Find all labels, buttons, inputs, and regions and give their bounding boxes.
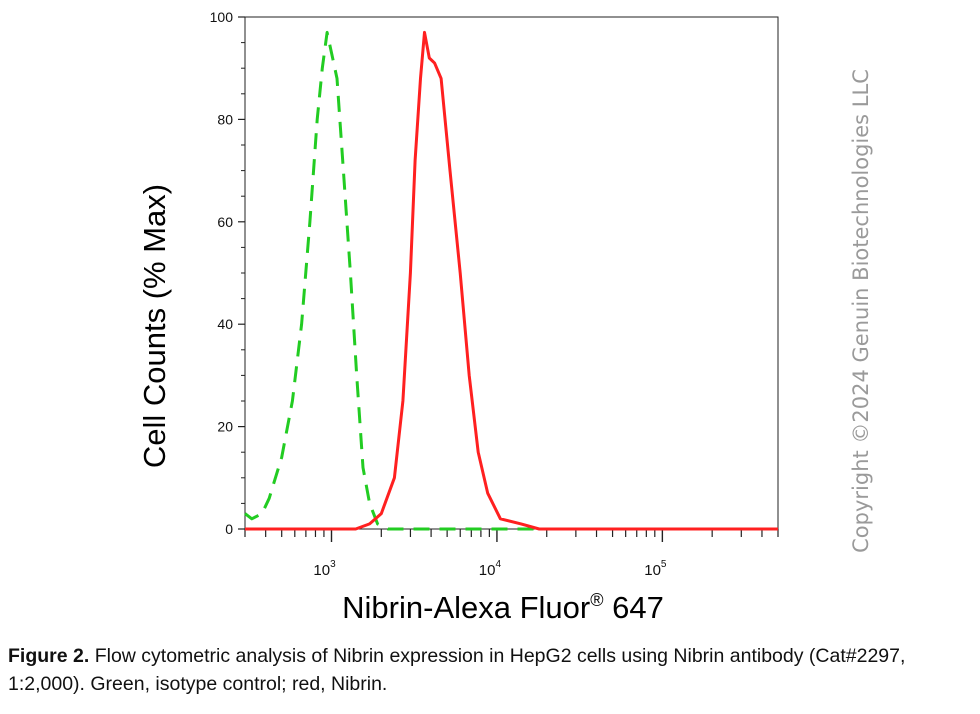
isotype-control-curve [244, 30, 778, 531]
plot-border [244, 16, 779, 530]
x-tick-label: 105 [644, 559, 667, 579]
y-tick-label: 80 [217, 111, 233, 127]
x-axis-title-main: Nibrin-Alexa Fluor [342, 590, 590, 625]
copyright-watermark: Copyright ©2024 Genuin Biotechnologies L… [849, 69, 873, 553]
x-axis-title: Nibrin-Alexa Fluor® 647 [342, 590, 664, 625]
y-tick-label: 100 [210, 9, 234, 25]
x-axis-title-superscript: ® [590, 590, 603, 610]
y-axis-ticks: 0 20 40 60 80 100 [210, 9, 245, 537]
x-tick-label: 103 [313, 559, 336, 579]
x-axis-ticks: 103 104 105 [244, 529, 779, 579]
x-axis-title-suffix: 647 [604, 590, 664, 625]
figure-caption: Figure 2. Flow cytometric analysis of Ni… [8, 642, 978, 698]
y-tick-label: 40 [217, 316, 233, 332]
plot-frame [244, 16, 779, 530]
figure-caption-text: Flow cytometric analysis of Nibrin expre… [8, 645, 906, 695]
y-tick-label: 0 [225, 521, 233, 537]
figure-caption-label: Figure 2. [8, 645, 90, 667]
y-tick-label: 20 [217, 419, 233, 435]
y-tick-label: 60 [217, 214, 233, 230]
x-tick-label: 104 [479, 559, 502, 579]
series-layer [244, 30, 778, 531]
y-axis-title: Cell Counts (% Max) [137, 184, 172, 468]
flow-cytometry-chart: 0 20 40 60 80 100 103 104 105 Cell Counts (% Ma… [137, 9, 873, 625]
nibrin-curve [245, 30, 778, 531]
